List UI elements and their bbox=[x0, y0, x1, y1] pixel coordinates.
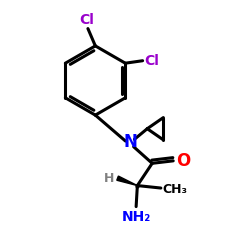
Text: O: O bbox=[176, 152, 190, 170]
Text: H: H bbox=[104, 172, 115, 185]
Polygon shape bbox=[117, 176, 137, 186]
Text: NH₂: NH₂ bbox=[122, 210, 151, 224]
Text: CH₃: CH₃ bbox=[162, 183, 187, 196]
Text: Cl: Cl bbox=[144, 54, 159, 68]
Text: N: N bbox=[123, 133, 137, 151]
Text: Cl: Cl bbox=[79, 12, 94, 26]
